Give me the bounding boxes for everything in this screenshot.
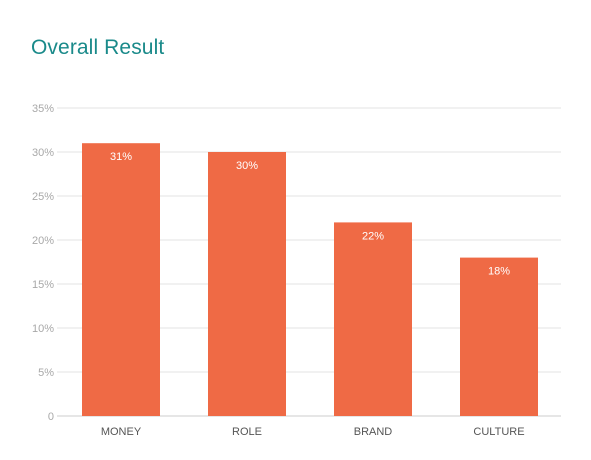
y-tick-label: 20% xyxy=(32,235,54,247)
bar xyxy=(208,152,286,416)
y-tick-label: 10% xyxy=(32,323,54,335)
bar xyxy=(334,222,412,416)
y-tick-label: 30% xyxy=(32,147,54,159)
chart-title: Overall Result xyxy=(31,36,165,59)
x-tick-label: CULTURE xyxy=(473,426,524,438)
y-tick-label: 15% xyxy=(32,279,54,291)
x-tick-label: MONEY xyxy=(101,426,142,438)
y-tick-label: 25% xyxy=(32,191,54,203)
y-tick-label: 0 xyxy=(48,411,54,423)
y-tick-label: 35% xyxy=(32,103,54,115)
bar xyxy=(82,143,160,416)
data-label: 31% xyxy=(110,151,132,163)
x-tick-label: BRAND xyxy=(354,426,393,438)
y-tick-label: 5% xyxy=(38,367,54,379)
x-tick-label: ROLE xyxy=(232,426,262,438)
bar xyxy=(460,257,538,416)
data-label: 22% xyxy=(362,230,384,242)
data-label: 30% xyxy=(236,160,258,172)
data-label: 18% xyxy=(488,266,510,278)
